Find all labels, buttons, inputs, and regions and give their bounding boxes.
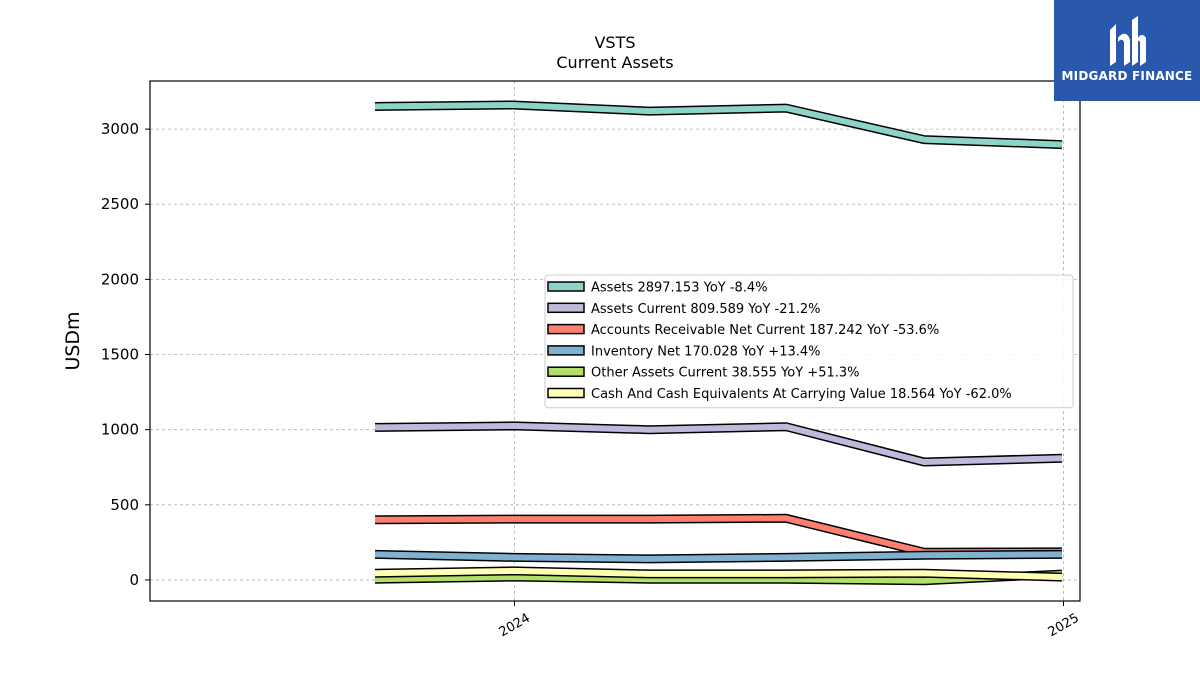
legend-swatch: [547, 345, 585, 356]
series-line-outline: [374, 513, 1063, 557]
legend-entry: Assets 2897.153 YoY -8.4%: [591, 281, 768, 296]
legend-swatch: [547, 281, 585, 292]
chart-title: VSTS: [594, 33, 635, 52]
legend: Assets 2897.153 YoY -8.4% Assets Current …: [544, 274, 1074, 409]
series-line: [374, 422, 1063, 465]
chart-subtitle: Current Assets: [556, 53, 673, 72]
brand-logo: MIDGARD FINANCE: [1054, 0, 1200, 101]
series-line-outline: [374, 421, 1063, 467]
logo-text: MIDGARD FINANCE: [1061, 69, 1193, 83]
x-tick-label: 2024: [497, 611, 533, 641]
series-assets: [374, 100, 1063, 150]
series-group: [374, 100, 1063, 586]
x-tick-label: 2025: [1046, 611, 1082, 641]
series-line: [374, 551, 1063, 562]
legend-swatch: [547, 323, 585, 335]
legend-swatch: [547, 302, 585, 314]
series-accounts-receivable-net-current: [374, 513, 1063, 557]
series-line: [374, 567, 1063, 581]
series-other-assets-current: [374, 569, 1063, 586]
y-axis-label: USDm: [62, 311, 84, 370]
y-tick-label: 0: [129, 571, 139, 589]
y-tick-label: 1000: [101, 421, 139, 439]
plot-frame: [149, 80, 1081, 602]
legend-box: [544, 274, 1074, 409]
legend-entry: Other Assets Current 38.555 YoY +51.3%: [591, 366, 860, 381]
legend-entry: Inventory Net 170.028 YoY +13.4%: [591, 344, 821, 359]
series-line: [374, 571, 1063, 584]
y-axis: 0 500 1000 1500 2000 2500 3000: [101, 120, 150, 589]
series-cash-and-cash-equivalents-at-carrying-value: [374, 566, 1063, 582]
y-tick-label: 2500: [101, 195, 139, 213]
series-inventory-net: [374, 549, 1063, 564]
legend-entry: Accounts Receivable Net Current 187.242 …: [591, 323, 939, 338]
legend-entry: Assets Current 809.589 YoY -21.2%: [591, 302, 821, 317]
y-tick-label: 1500: [101, 346, 139, 364]
legend-swatch: [547, 366, 585, 377]
legend-entry: Cash And Cash Equivalents At Carrying Va…: [591, 387, 1012, 402]
y-tick-label: 2000: [101, 270, 139, 288]
legend-swatch: [547, 387, 585, 399]
logo-mark-icon: [1110, 16, 1146, 66]
x-axis: 2024 2025: [497, 601, 1082, 640]
series-line: [374, 102, 1063, 148]
series-assets-current: [374, 421, 1063, 467]
y-tick-label: 3000: [101, 120, 139, 138]
y-tick-label: 500: [110, 496, 139, 514]
